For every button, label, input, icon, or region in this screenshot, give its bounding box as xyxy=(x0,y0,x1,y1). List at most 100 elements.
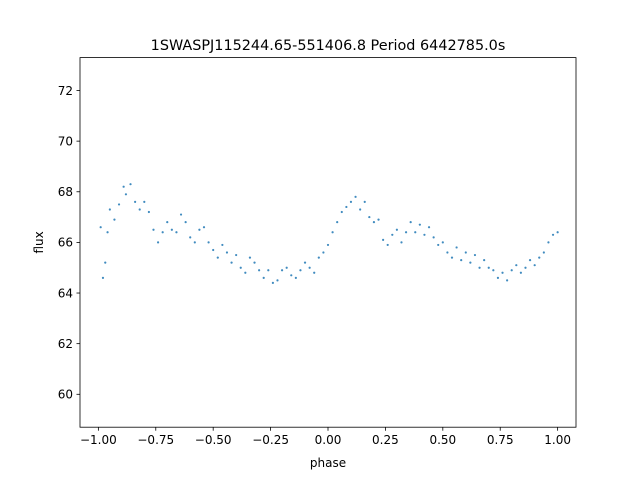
data-point xyxy=(290,274,293,277)
data-point xyxy=(198,228,201,231)
data-point xyxy=(441,241,444,244)
x-tick-label: 0.75 xyxy=(487,433,514,447)
data-point xyxy=(271,281,274,284)
data-point xyxy=(156,241,160,244)
data-point xyxy=(244,271,247,274)
data-point xyxy=(235,253,238,257)
x-axis-label: phase xyxy=(310,456,346,470)
data-point xyxy=(542,251,545,254)
data-point xyxy=(253,261,256,264)
data-point xyxy=(455,246,458,249)
data-point xyxy=(432,236,435,239)
data-point xyxy=(134,200,137,203)
data-point xyxy=(556,231,559,234)
y-tick-label: 60 xyxy=(58,388,73,402)
data-point xyxy=(161,231,164,234)
y-tick-label: 66 xyxy=(58,236,73,250)
data-point xyxy=(225,251,229,254)
data-point xyxy=(538,256,541,259)
data-point xyxy=(108,208,111,211)
data-point xyxy=(340,210,343,214)
x-tick-label: −0.75 xyxy=(137,433,174,447)
data-point xyxy=(336,221,339,224)
x-tick-label: 0.50 xyxy=(429,433,456,447)
data-point xyxy=(464,251,467,254)
x-tick-label: 1.00 xyxy=(544,433,571,447)
data-point xyxy=(437,243,440,247)
data-point xyxy=(331,231,334,234)
data-point xyxy=(409,221,412,224)
data-point xyxy=(216,256,219,259)
data-point xyxy=(152,228,155,231)
data-point xyxy=(382,238,385,241)
data-point xyxy=(101,276,105,279)
x-tick-label: −0.50 xyxy=(195,433,232,447)
data-point xyxy=(262,276,265,279)
data-point xyxy=(450,256,454,259)
scatter-points xyxy=(99,183,559,284)
plot-area xyxy=(80,57,576,428)
data-point xyxy=(515,264,518,267)
data-point xyxy=(478,266,481,269)
data-point xyxy=(248,256,252,259)
data-point xyxy=(528,259,532,262)
data-point xyxy=(326,243,330,247)
data-point xyxy=(207,241,210,244)
data-point xyxy=(446,251,449,254)
data-point xyxy=(427,226,431,229)
y-axis-label: flux xyxy=(32,231,46,253)
data-point xyxy=(345,205,348,209)
data-point xyxy=(492,269,495,272)
data-point xyxy=(124,193,128,196)
y-tick-label: 70 xyxy=(58,134,73,148)
data-point xyxy=(294,276,297,279)
data-point xyxy=(138,208,141,211)
data-point xyxy=(193,241,196,244)
x-tick-label: 0.00 xyxy=(315,433,342,447)
data-point xyxy=(166,221,169,224)
data-point xyxy=(414,231,417,234)
data-point xyxy=(460,259,463,262)
data-point xyxy=(469,261,472,264)
data-point xyxy=(349,200,353,203)
data-point xyxy=(175,231,178,234)
data-point xyxy=(533,264,536,267)
data-point xyxy=(483,259,486,262)
x-tick-label: −0.25 xyxy=(252,433,289,447)
data-point xyxy=(473,253,477,257)
x-tick-label: 0.25 xyxy=(372,433,399,447)
data-point xyxy=(418,223,421,226)
data-point xyxy=(501,271,504,274)
y-tick-label: 68 xyxy=(58,185,73,199)
data-point xyxy=(524,266,527,269)
data-point xyxy=(189,236,192,239)
data-point xyxy=(104,261,107,264)
x-tick-label: −1.00 xyxy=(80,433,117,447)
data-point xyxy=(322,251,325,254)
data-point xyxy=(129,183,132,186)
data-point xyxy=(510,269,513,272)
x-axis-ticks: −1.00 −0.75 −0.50 −0.25 0.00 0.25 0.50 0.75 1.00 xyxy=(80,427,571,447)
data-point xyxy=(372,221,376,224)
data-point xyxy=(354,195,357,198)
y-tick-label: 72 xyxy=(58,84,73,98)
data-point xyxy=(506,279,509,282)
data-point xyxy=(106,231,109,234)
data-point xyxy=(303,261,307,264)
y-tick-label: 62 xyxy=(58,337,73,351)
data-point xyxy=(170,228,173,231)
data-point xyxy=(404,231,408,234)
data-point xyxy=(317,256,320,259)
data-point xyxy=(276,279,279,282)
data-point xyxy=(99,226,102,229)
data-point xyxy=(363,200,366,203)
data-point xyxy=(117,203,121,206)
data-point xyxy=(239,266,242,269)
y-tick-label: 64 xyxy=(58,286,73,300)
data-point xyxy=(147,210,150,214)
data-point xyxy=(267,269,270,272)
data-point xyxy=(519,271,522,274)
data-point xyxy=(285,266,288,269)
data-point xyxy=(487,266,490,269)
